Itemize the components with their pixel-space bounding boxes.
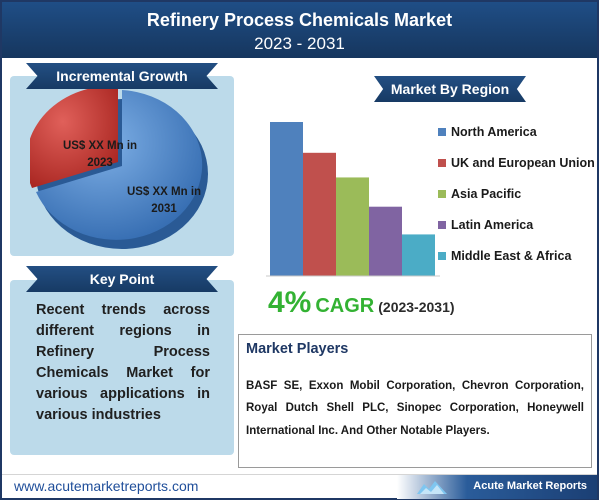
bar-uk-and-european-union bbox=[303, 152, 336, 276]
legend-swatch bbox=[438, 189, 446, 198]
cagr-range: (2023-2031) bbox=[378, 299, 455, 315]
footer-brand-text: Acute Market Reports bbox=[473, 480, 587, 492]
footer-url[interactable]: www.acutemarketreports.com bbox=[14, 478, 199, 494]
incremental-growth-pie bbox=[30, 85, 208, 249]
legend-label: Asia Pacific bbox=[451, 186, 522, 201]
brand-logo-icon bbox=[417, 481, 447, 494]
legend-swatch bbox=[438, 251, 446, 260]
legend-label: North America bbox=[451, 124, 537, 139]
pie-slice-2031 bbox=[36, 90, 203, 240]
cagr-label: CAGR bbox=[315, 295, 375, 317]
header: Refinery Process Chemicals Market 2023 -… bbox=[2, 2, 597, 58]
legend-item-asia-pacific: Asia Pacific bbox=[438, 178, 595, 209]
legend-item-middle-east-africa: Middle East & Africa bbox=[438, 240, 595, 271]
cagr-callout: 4% CAGR (2023-2031) bbox=[268, 286, 455, 320]
legend-swatch bbox=[438, 220, 446, 229]
label-2031: US$ XX Mn in 2031 bbox=[126, 186, 202, 215]
bar-latin-america bbox=[369, 206, 402, 276]
legend-swatch bbox=[438, 127, 446, 136]
incremental-growth-panel: US$ XX Mn in 2023 US$ XX Mn in 2031 bbox=[10, 76, 234, 256]
legend-label: Latin America bbox=[451, 217, 534, 232]
page-title: Refinery Process Chemicals Market bbox=[146, 10, 453, 30]
legend-item-north-america: North America bbox=[438, 116, 595, 147]
legend-label: Middle East & Africa bbox=[451, 248, 572, 263]
footer: www.acutemarketreports.com Acute Market … bbox=[2, 474, 597, 499]
market-players-title: Market Players bbox=[246, 341, 349, 357]
label-2023: US$ XX Mn in 2023 bbox=[62, 140, 138, 169]
footer-brand: Acute Market Reports bbox=[397, 475, 597, 499]
page-years: 2023 - 2031 bbox=[254, 34, 345, 53]
market-by-region-banner: Market By Region bbox=[374, 76, 526, 102]
bar-asia-pacific bbox=[336, 177, 369, 276]
key-point-text: Recent trends across different regions i… bbox=[36, 302, 210, 424]
region-legend: North America UK and European Union Asia… bbox=[438, 116, 595, 271]
pie-slice-2023 bbox=[30, 85, 118, 188]
market-players-box: Market Players BASF SE, Exxon Mobil Corp… bbox=[238, 334, 592, 468]
incremental-growth-banner: Incremental Growth bbox=[26, 63, 218, 89]
cagr-percent: 4% bbox=[268, 286, 312, 319]
bar-north-america bbox=[270, 122, 303, 276]
market-players-text: BASF SE, Exxon Mobil Corporation, Chevro… bbox=[246, 380, 584, 437]
legend-swatch bbox=[438, 158, 446, 167]
legend-label: UK and European Union bbox=[451, 155, 595, 170]
key-point-panel bbox=[10, 280, 234, 455]
bar-middle-east-africa bbox=[402, 234, 435, 276]
legend-item-latin-america: Latin America bbox=[438, 209, 595, 240]
region-bar-chart bbox=[266, 122, 440, 277]
key-point-banner: Key Point bbox=[26, 266, 218, 292]
legend-item-uk-eu: UK and European Union bbox=[438, 147, 595, 178]
